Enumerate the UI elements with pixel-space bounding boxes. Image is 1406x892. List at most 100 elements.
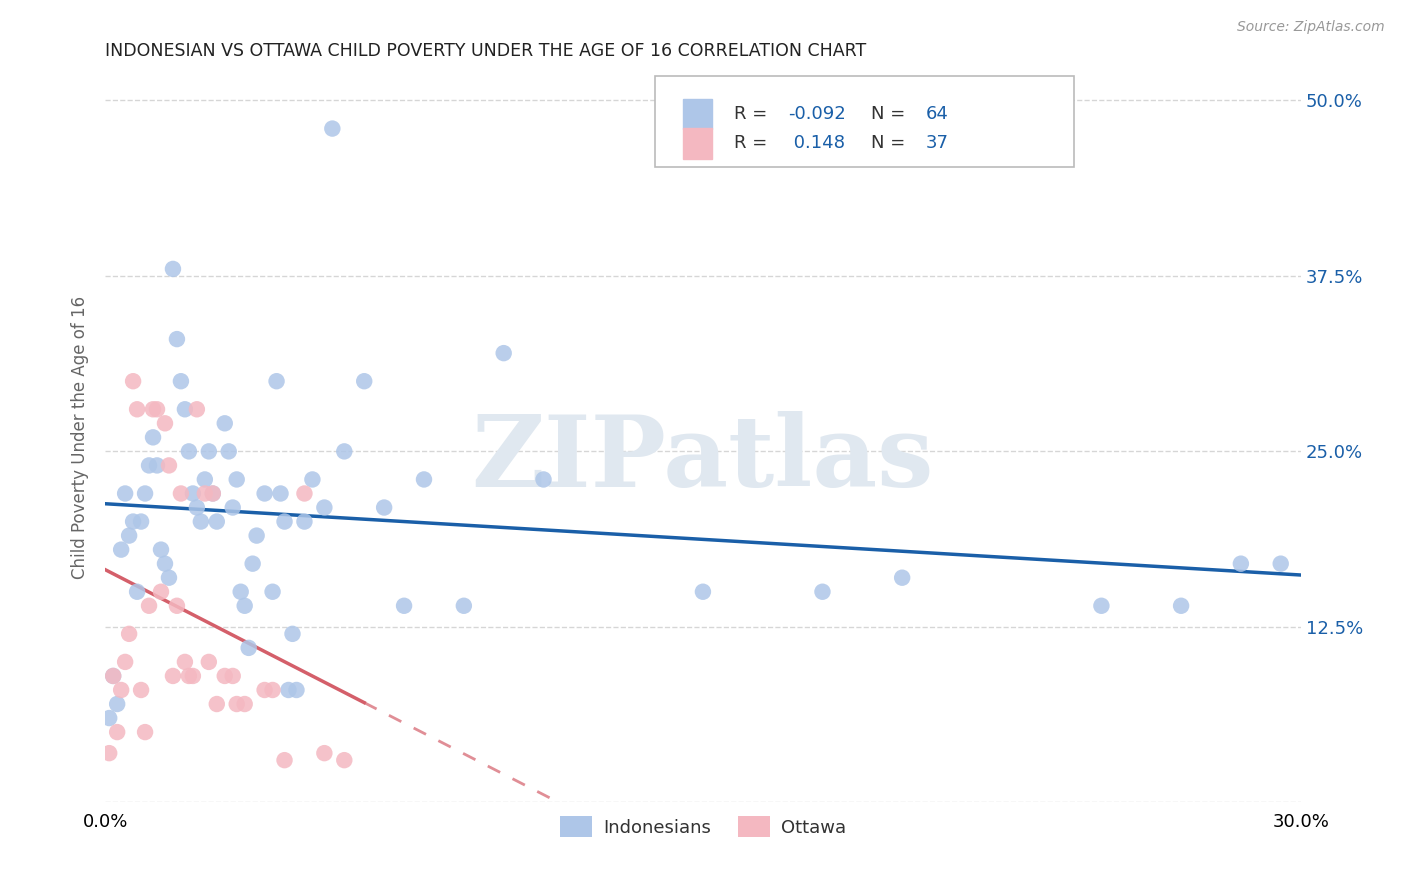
- Point: [170, 374, 193, 388]
- Point: [891, 571, 914, 585]
- FancyBboxPatch shape: [682, 128, 713, 159]
- Point: [225, 697, 247, 711]
- Point: [146, 402, 169, 417]
- Text: -0.092: -0.092: [787, 105, 845, 123]
- Point: [811, 584, 834, 599]
- Point: [253, 683, 276, 698]
- Text: 64: 64: [925, 105, 948, 123]
- Text: Source: ZipAtlas.com: Source: ZipAtlas.com: [1237, 20, 1385, 34]
- Point: [114, 486, 136, 500]
- Point: [134, 486, 156, 500]
- Point: [294, 515, 316, 529]
- Text: N =: N =: [872, 134, 911, 153]
- Point: [1230, 557, 1253, 571]
- Point: [150, 584, 173, 599]
- Text: R =: R =: [734, 105, 773, 123]
- Point: [162, 261, 184, 276]
- Point: [129, 683, 152, 698]
- Point: [174, 402, 197, 417]
- Legend: Indonesians, Ottawa: Indonesians, Ottawa: [553, 809, 853, 845]
- Y-axis label: Child Poverty Under the Age of 16: Child Poverty Under the Age of 16: [72, 296, 89, 579]
- Point: [392, 599, 415, 613]
- Point: [101, 669, 124, 683]
- Point: [222, 669, 245, 683]
- Point: [333, 753, 356, 767]
- Point: [246, 528, 269, 542]
- Point: [218, 444, 240, 458]
- Point: [162, 669, 184, 683]
- Point: [194, 473, 217, 487]
- Point: [181, 486, 204, 500]
- Point: [205, 515, 228, 529]
- Point: [170, 486, 193, 500]
- Point: [201, 486, 224, 500]
- Point: [301, 473, 323, 487]
- Text: 37: 37: [925, 134, 948, 153]
- Point: [190, 515, 212, 529]
- Point: [533, 473, 555, 487]
- Point: [198, 655, 221, 669]
- Point: [281, 627, 304, 641]
- Point: [118, 627, 141, 641]
- Point: [150, 542, 173, 557]
- Point: [205, 697, 228, 711]
- Point: [110, 542, 132, 557]
- Point: [273, 515, 295, 529]
- Text: INDONESIAN VS OTTAWA CHILD POVERTY UNDER THE AGE OF 16 CORRELATION CHART: INDONESIAN VS OTTAWA CHILD POVERTY UNDER…: [105, 42, 866, 60]
- Point: [262, 584, 284, 599]
- Point: [122, 374, 145, 388]
- Text: R =: R =: [734, 134, 773, 153]
- Point: [166, 332, 188, 346]
- Point: [314, 500, 336, 515]
- Point: [101, 669, 124, 683]
- Point: [214, 669, 236, 683]
- Point: [138, 599, 160, 613]
- Point: [129, 515, 152, 529]
- Point: [142, 402, 165, 417]
- Point: [1090, 599, 1112, 613]
- Point: [373, 500, 395, 515]
- Point: [142, 430, 165, 444]
- Point: [214, 417, 236, 431]
- Point: [222, 500, 245, 515]
- Point: [177, 444, 200, 458]
- Point: [153, 557, 176, 571]
- Point: [114, 655, 136, 669]
- Point: [194, 486, 217, 500]
- Point: [277, 683, 299, 698]
- Point: [146, 458, 169, 473]
- Point: [127, 402, 149, 417]
- Point: [157, 571, 180, 585]
- Text: 0.148: 0.148: [787, 134, 845, 153]
- Point: [134, 725, 156, 739]
- Point: [166, 599, 188, 613]
- Point: [186, 500, 208, 515]
- Point: [253, 486, 276, 500]
- FancyBboxPatch shape: [682, 99, 713, 129]
- Point: [692, 584, 714, 599]
- Point: [453, 599, 475, 613]
- Point: [98, 711, 121, 725]
- Point: [314, 746, 336, 760]
- Point: [138, 458, 160, 473]
- Point: [294, 486, 316, 500]
- Point: [177, 669, 200, 683]
- Point: [1270, 557, 1292, 571]
- Point: [153, 417, 176, 431]
- Point: [105, 697, 128, 711]
- Point: [233, 599, 256, 613]
- Point: [413, 473, 436, 487]
- Point: [201, 486, 224, 500]
- Point: [233, 697, 256, 711]
- Point: [157, 458, 180, 473]
- Point: [118, 528, 141, 542]
- Point: [353, 374, 375, 388]
- Point: [270, 486, 292, 500]
- Point: [174, 655, 197, 669]
- Point: [181, 669, 204, 683]
- Point: [225, 473, 247, 487]
- FancyBboxPatch shape: [655, 76, 1074, 168]
- Point: [333, 444, 356, 458]
- Point: [122, 515, 145, 529]
- Point: [1170, 599, 1192, 613]
